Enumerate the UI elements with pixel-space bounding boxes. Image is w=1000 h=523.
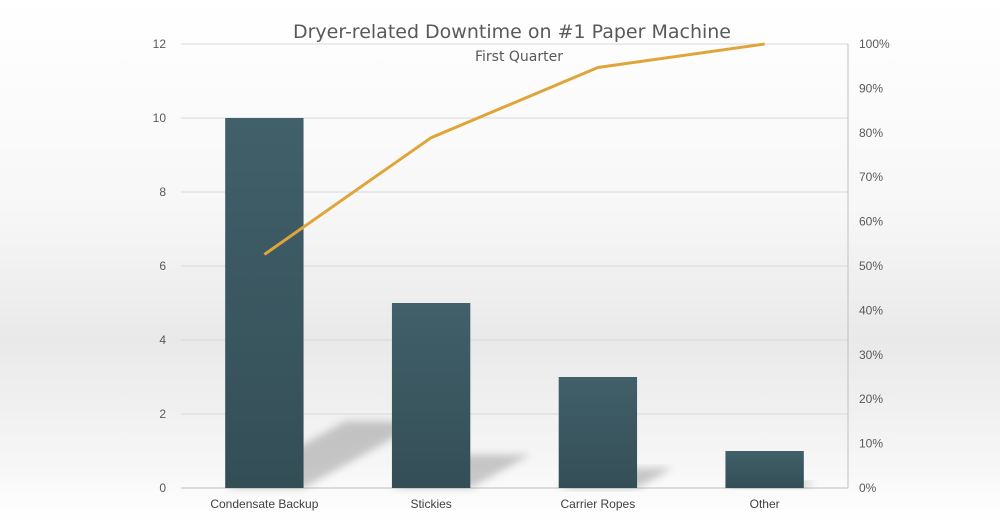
bar (558, 377, 638, 488)
right-tick-label: 0% (859, 481, 877, 495)
cumulative-line-group (263, 42, 765, 256)
category-label: Carrier Ropes (561, 497, 636, 511)
right-tick-label: 20% (859, 392, 883, 406)
left-tick-label: 0 (159, 481, 166, 495)
chart-title: Dryer-related Downtime on #1 Paper Machi… (293, 21, 731, 43)
left-tick-label: 4 (159, 333, 166, 347)
right-axis-ticks: 0% 10% 20% 30% 40% 50% 60% 70% 80% 90% 100% (859, 37, 890, 495)
bars (225, 118, 804, 488)
right-tick-label: 70% (859, 170, 883, 184)
category-label: Stickies (410, 497, 451, 511)
right-tick-label: 90% (859, 81, 883, 95)
left-tick-label: 2 (159, 407, 166, 421)
cumulative-line (263, 42, 765, 256)
right-tick-label: 50% (859, 259, 883, 273)
right-tick-label: 100% (859, 37, 890, 51)
bar (225, 118, 304, 488)
category-label: Condensate Backup (210, 497, 318, 511)
right-tick-label: 40% (859, 303, 883, 317)
right-tick-label: 10% (859, 437, 883, 451)
left-tick-label: 8 (159, 185, 166, 199)
left-tick-label: 10 (153, 111, 167, 125)
chart-subtitle: First Quarter (475, 49, 563, 65)
right-tick-label: 80% (859, 126, 883, 140)
left-tick-label: 12 (153, 37, 167, 51)
bar (391, 303, 471, 488)
category-labels: Condensate Backup Stickies Carrier Ropes Ot… (210, 497, 779, 511)
right-tick-label: 60% (859, 215, 883, 229)
bar (725, 451, 804, 488)
right-tick-label: 30% (859, 348, 883, 362)
category-label: Other (750, 497, 780, 511)
left-tick-label: 6 (159, 259, 166, 273)
left-axis-ticks: 0 2 4 6 8 10 12 (153, 37, 167, 495)
